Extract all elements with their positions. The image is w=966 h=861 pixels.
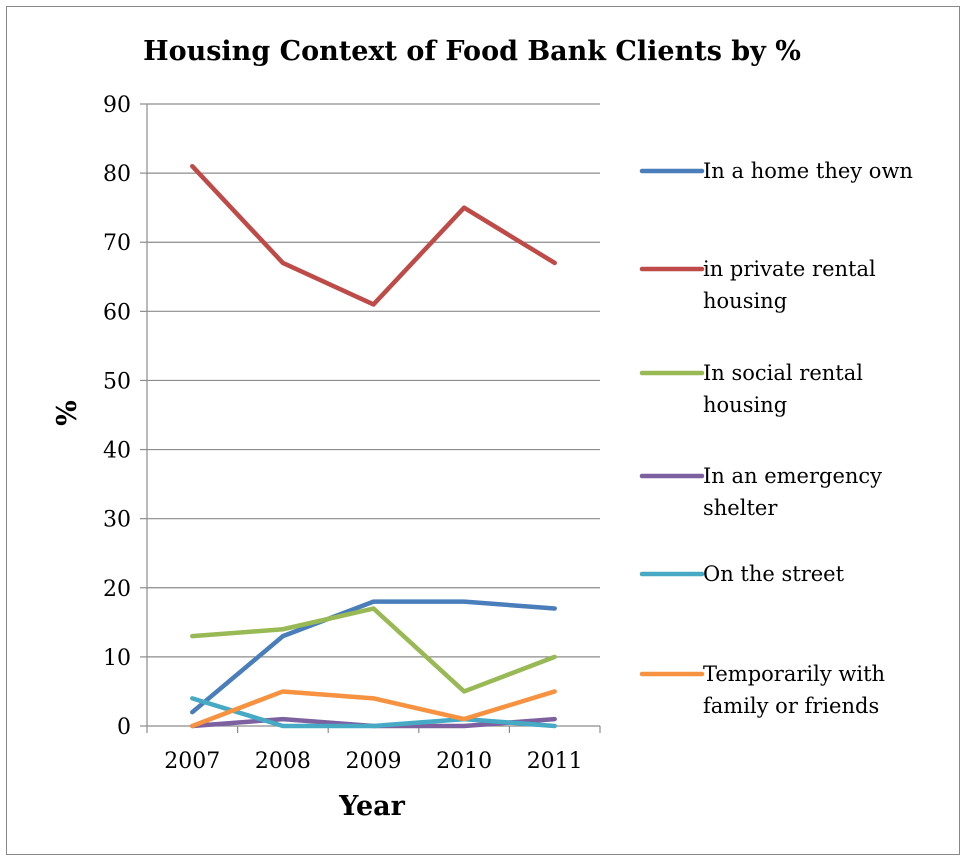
legend-item: Temporarily with family or friends	[639, 662, 885, 718]
chart-title: Housing Context of Food Bank Clients by …	[143, 36, 801, 67]
y-tick-label: 60	[103, 300, 131, 325]
series-line	[190, 599, 557, 715]
legend-label: In a home they own	[703, 159, 913, 183]
legend-item: In an emergency shelter	[639, 464, 882, 520]
y-tick-label: 50	[103, 369, 131, 394]
y-tick-label: 90	[103, 93, 131, 118]
legend-label: In social rental housing	[703, 361, 863, 417]
x-axis-title: Year	[338, 791, 406, 822]
legend-label: Temporarily with family or friends	[703, 662, 885, 718]
legend-label: in private rental housing	[703, 257, 876, 313]
y-tick-label: 70	[103, 231, 131, 256]
series-line	[190, 689, 557, 729]
axes	[140, 103, 601, 733]
y-tick-label: 30	[103, 508, 131, 533]
y-tick-label: 40	[103, 439, 131, 464]
legend-label: On the street	[703, 562, 845, 586]
x-tick-label: 2009	[346, 749, 402, 774]
series-line	[190, 696, 557, 729]
y-tick-label: 0	[117, 715, 131, 740]
x-tick-label: 2008	[255, 749, 311, 774]
legend-label: In an emergency shelter	[703, 464, 882, 520]
legend-item: On the street	[639, 562, 845, 586]
legend-item: In a home they own	[639, 159, 913, 183]
gridlines	[147, 103, 600, 658]
y-tick-label: 20	[103, 577, 131, 602]
legend-item: In social rental housing	[639, 361, 863, 417]
x-tick-label: 2010	[436, 749, 492, 774]
series-line	[190, 606, 557, 694]
legend: In a home they own in private rental housi…	[639, 159, 913, 718]
x-axis-ticks: 2007 2008 2009 2010 2011	[164, 749, 582, 774]
x-tick-label: 2011	[527, 749, 583, 774]
series-lines	[190, 163, 557, 729]
legend-item: in private rental housing	[639, 257, 876, 313]
x-tick-label: 2007	[164, 749, 220, 774]
y-tick-label: 10	[103, 646, 131, 671]
y-axis-ticks: 0 10 20 30 40 50 60 70 80 90	[103, 93, 131, 740]
series-line	[190, 163, 557, 307]
y-axis-title: %	[52, 400, 83, 426]
y-tick-label: 80	[103, 162, 131, 187]
